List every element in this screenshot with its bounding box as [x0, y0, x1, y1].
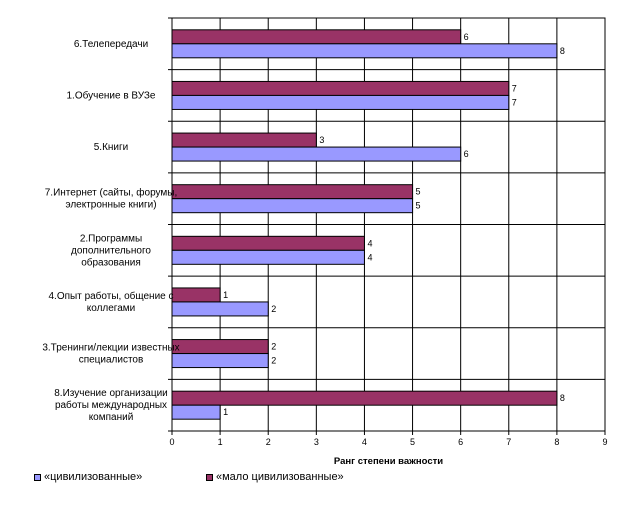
data-label: 1 [223, 407, 228, 417]
data-label: 2 [271, 356, 276, 366]
data-label: 7 [512, 97, 517, 107]
data-label: 7 [512, 83, 517, 93]
data-label: 2 [271, 304, 276, 314]
bar [171, 43, 558, 59]
bar [171, 184, 414, 200]
x-tick-label: 3 [314, 437, 319, 447]
data-label: 8 [560, 393, 565, 403]
y-category-label: электронные книги) [65, 200, 156, 211]
legend-label-less-civilized: «мало цивилизованные» [216, 471, 344, 483]
legend-item-civilized: «цивилизованные» [34, 471, 142, 483]
x-tick-label: 6 [458, 437, 463, 447]
data-label: 4 [367, 252, 372, 262]
y-category-label: 3.Тренинги/лекции известных [42, 343, 179, 354]
y-category-label: 4.Опыт работы, общение с [48, 290, 173, 302]
bar [171, 353, 269, 369]
x-tick-label: 9 [602, 437, 607, 447]
x-tick-label: 1 [218, 437, 223, 447]
bar [171, 80, 510, 96]
legend: «цивилизованные» «мало цивилизованные» [0, 471, 628, 491]
data-label: 3 [319, 135, 324, 145]
data-label: 6 [464, 149, 469, 159]
y-category-label: 5.Книги [94, 142, 129, 153]
y-category-label: компаний [89, 412, 134, 423]
x-tick-label: 2 [266, 437, 271, 447]
y-category-label: коллегами [87, 303, 136, 314]
legend-item-less-civilized: «мало цивилизованные» [206, 471, 344, 483]
data-label: 5 [416, 187, 421, 197]
bar [171, 94, 510, 110]
data-label: 6 [464, 32, 469, 42]
data-label: 1 [223, 290, 228, 300]
bar [171, 29, 462, 45]
legend-swatch-less-civilized [206, 473, 213, 481]
y-category-label: 8.Изучение организации [54, 388, 168, 399]
legend-label-civilized: «цивилизованные» [44, 471, 143, 483]
y-category-label: работы международных [55, 399, 167, 411]
y-category-label: 2.Программы [80, 233, 142, 244]
x-tick-label: 0 [169, 437, 174, 447]
bar [171, 132, 317, 148]
data-label: 4 [367, 238, 372, 248]
legend-swatch-civilized [34, 473, 41, 481]
bar [171, 301, 269, 317]
y-category-label: 6.Телепередачи [74, 39, 148, 50]
y-category-label: специалистов [79, 355, 144, 366]
y-category-label: дополнительного [71, 245, 151, 256]
data-label: 5 [416, 201, 421, 211]
x-tick-label: 8 [554, 437, 559, 447]
bar [171, 287, 221, 303]
bar [171, 249, 365, 265]
y-category-label: 7.Интернет (сайты, форумы, [45, 187, 178, 199]
x-tick-label: 5 [410, 437, 415, 447]
data-label: 8 [560, 46, 565, 56]
x-tick-label: 4 [362, 437, 367, 447]
bar [171, 339, 269, 355]
y-category-label: 1.Обучение в ВУЗе [66, 89, 155, 101]
bar [171, 390, 558, 406]
y-category-label: образования [81, 256, 141, 268]
bar [171, 235, 365, 251]
bar [171, 404, 221, 420]
bar [171, 198, 414, 214]
x-axis-label: Ранг степени важности [333, 456, 444, 467]
data-label: 2 [271, 342, 276, 352]
bar [171, 146, 462, 162]
x-tick-label: 7 [506, 437, 511, 447]
